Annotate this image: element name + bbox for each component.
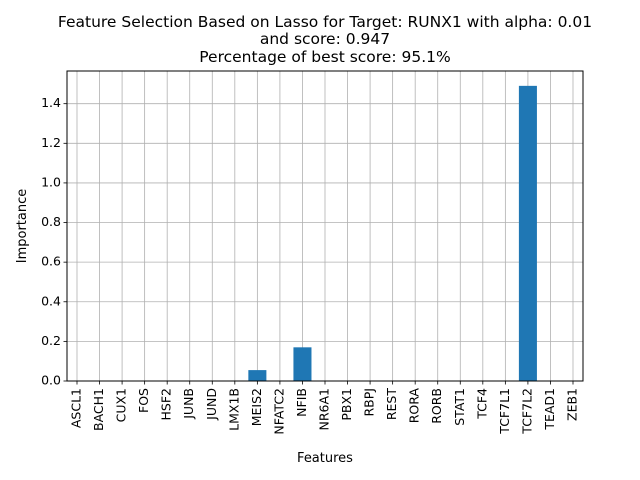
y-axis-label: Importance	[15, 189, 30, 264]
y-tick-label: 0.2	[41, 333, 61, 348]
x-ticks: ASCL1 BACH1 CUX1 FOS HSF2 JUNB JUND LMX1B MEIS2 N…	[69, 381, 580, 435]
bar-meis2	[248, 370, 267, 381]
x-tick-label: RBPJ	[362, 388, 377, 417]
x-tick-label: CUX1	[114, 388, 129, 422]
x-tick-label: RORA	[407, 388, 422, 424]
y-tick-label: 0.4	[41, 293, 61, 308]
y-tick-label: 0.8	[41, 214, 61, 229]
y-tick-label: 1.2	[41, 135, 61, 150]
grid-lines	[67, 71, 583, 382]
bars	[248, 85, 537, 381]
chart-title-line-3: Percentage of best score: 95.1%	[199, 48, 450, 66]
bar-nfib	[293, 347, 312, 381]
x-tick-label: MEIS2	[249, 388, 264, 426]
x-tick-label: TCF7L2	[519, 388, 534, 435]
x-tick-label: JUNB	[181, 388, 196, 420]
x-tick-label: HSF2	[159, 388, 174, 420]
chart-title-line-2: and score: 0.947	[260, 30, 390, 48]
x-tick-label: TCF4	[474, 388, 489, 420]
x-tick-label: JUND	[204, 388, 219, 421]
x-tick-label: TEAD1	[542, 388, 557, 431]
x-tick-label: ASCL1	[69, 388, 84, 428]
y-ticks: 0.0 0.2 0.4 0.6 0.8 1.0 1.2 1.4	[41, 95, 67, 388]
x-tick-label: ZEB1	[565, 388, 580, 421]
y-tick-label: 0.6	[41, 254, 61, 269]
bar-tcf7l2	[518, 85, 537, 381]
chart-title-line-1: Feature Selection Based on Lasso for Tar…	[58, 13, 592, 31]
x-axis-label: Features	[297, 451, 353, 466]
x-tick-label: PBX1	[339, 388, 354, 421]
x-tick-label: STAT1	[452, 388, 467, 426]
y-tick-label: 1.4	[41, 95, 61, 110]
y-tick-label: 0.0	[41, 373, 61, 388]
x-tick-label: LMX1B	[226, 388, 241, 431]
x-tick-label: NR6A1	[317, 388, 332, 431]
x-tick-label: BACH1	[91, 388, 106, 431]
x-tick-label: NFATC2	[271, 388, 286, 435]
x-tick-label: RORB	[429, 388, 444, 424]
x-tick-label: REST	[384, 388, 399, 421]
x-tick-label: NFIB	[294, 388, 309, 417]
x-tick-label: FOS	[136, 388, 151, 413]
x-tick-label: TCF7L1	[497, 388, 512, 435]
y-tick-label: 1.0	[41, 174, 61, 189]
plot-area-frame	[66, 70, 584, 382]
